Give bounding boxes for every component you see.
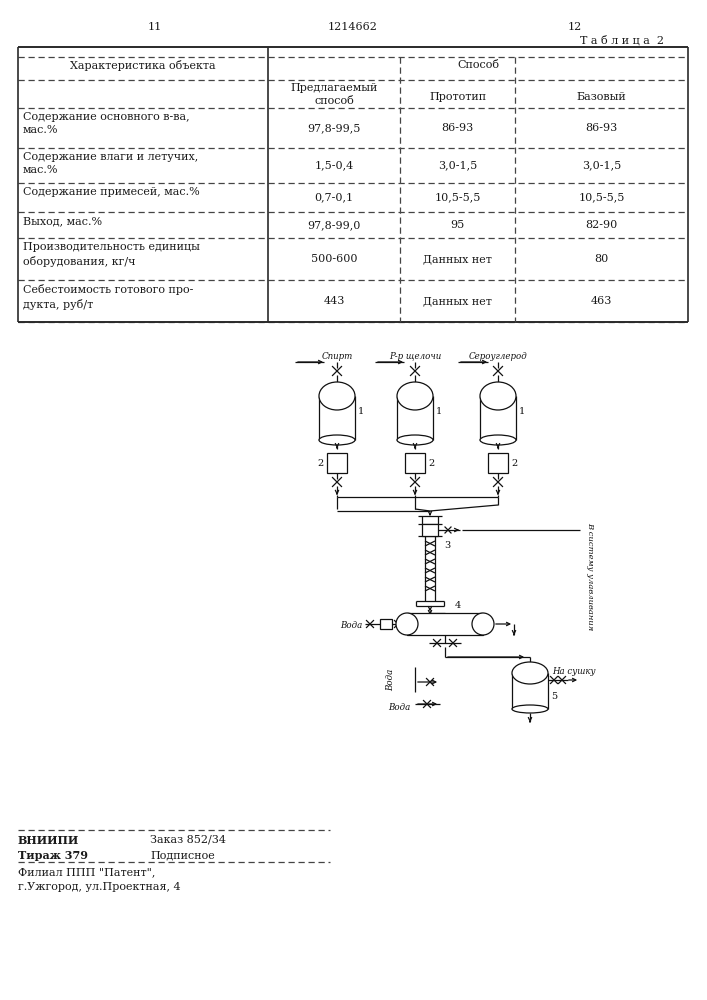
Text: Себестоимость готового про-
дукта, руб/т: Себестоимость готового про- дукта, руб/т — [23, 284, 194, 310]
Text: 95: 95 — [450, 220, 464, 230]
Text: г.Ужгород, ул.Проектная, 4: г.Ужгород, ул.Проектная, 4 — [18, 882, 180, 892]
Text: 10,5-5,5: 10,5-5,5 — [434, 192, 481, 202]
Text: Базовый: Базовый — [577, 92, 626, 102]
Text: 97,8-99,5: 97,8-99,5 — [308, 123, 361, 133]
Text: 2: 2 — [511, 458, 518, 468]
Text: Подписное: Подписное — [150, 850, 215, 860]
Text: 97,8-99,0: 97,8-99,0 — [308, 220, 361, 230]
Text: Данных нет: Данных нет — [423, 296, 492, 306]
Text: 4: 4 — [455, 600, 461, 609]
Text: 1: 1 — [358, 406, 364, 416]
Bar — [405, 453, 425, 473]
Text: 0,7-0,1: 0,7-0,1 — [315, 192, 354, 202]
Text: Сероуглерод: Сероуглерод — [469, 352, 527, 361]
Text: 86-93: 86-93 — [441, 123, 474, 133]
Ellipse shape — [480, 435, 516, 445]
Ellipse shape — [472, 613, 494, 635]
Text: Содержание примесей, мас.%: Содержание примесей, мас.% — [23, 187, 200, 197]
Ellipse shape — [512, 705, 548, 713]
Ellipse shape — [396, 613, 418, 635]
Text: 82-90: 82-90 — [585, 220, 618, 230]
Text: Способ: Способ — [457, 60, 499, 70]
Text: 2: 2 — [428, 458, 434, 468]
Bar — [407, 613, 483, 635]
Text: 500-600: 500-600 — [311, 254, 357, 264]
Text: 1214662: 1214662 — [328, 22, 378, 32]
Text: 463: 463 — [591, 296, 612, 306]
Text: Выход, мас.%: Выход, мас.% — [23, 216, 102, 226]
Ellipse shape — [397, 435, 433, 445]
Ellipse shape — [480, 382, 516, 410]
Text: 2: 2 — [317, 458, 324, 468]
Ellipse shape — [319, 382, 355, 410]
Text: Вода: Вода — [340, 621, 362, 631]
Text: Спирт: Спирт — [322, 352, 353, 361]
Text: 1: 1 — [519, 406, 525, 416]
Text: Заказ 852/34: Заказ 852/34 — [150, 835, 226, 845]
Bar — [488, 453, 508, 473]
Text: Данных нет: Данных нет — [423, 254, 492, 264]
Text: Р-р щелочи: Р-р щелочи — [389, 352, 441, 361]
Text: Содержание влаги и летучих,
мас.%: Содержание влаги и летучих, мас.% — [23, 152, 198, 175]
Ellipse shape — [512, 662, 548, 684]
Text: На сушку: На сушку — [552, 668, 595, 676]
Text: 86-93: 86-93 — [585, 123, 618, 133]
Text: Филиал ППП "Патент",: Филиал ППП "Патент", — [18, 867, 156, 877]
Bar — [422, 524, 438, 536]
Text: Производительность единицы
оборудования, кг/ч: Производительность единицы оборудования,… — [23, 242, 200, 267]
Text: Характеристика объекта: Характеристика объекта — [70, 60, 216, 71]
Text: Содержание основного в-ва,
мас.%: Содержание основного в-ва, мас.% — [23, 112, 189, 135]
Text: 1: 1 — [436, 406, 443, 416]
Bar — [380, 619, 392, 629]
Text: Прототип: Прототип — [429, 92, 486, 102]
Text: 443: 443 — [323, 296, 345, 306]
Text: 11: 11 — [148, 22, 162, 32]
Bar — [327, 453, 347, 473]
Text: 3: 3 — [444, 542, 450, 550]
Text: 80: 80 — [595, 254, 609, 264]
Text: ВНИИПИ: ВНИИПИ — [18, 835, 79, 846]
Text: Т а б л и ц а  2: Т а б л и ц а 2 — [580, 35, 664, 45]
Text: 1,5-0,4: 1,5-0,4 — [315, 160, 354, 170]
Text: Вода: Вода — [386, 669, 395, 691]
Text: 10,5-5,5: 10,5-5,5 — [578, 192, 625, 202]
Text: Предлагаемый
способ: Предлагаемый способ — [291, 83, 378, 106]
Text: 3,0-1,5: 3,0-1,5 — [582, 160, 621, 170]
Text: 12: 12 — [568, 22, 582, 32]
Ellipse shape — [397, 382, 433, 410]
Text: 5: 5 — [551, 692, 557, 701]
Text: Вода: Вода — [387, 702, 410, 712]
Ellipse shape — [319, 435, 355, 445]
Text: Тираж 379: Тираж 379 — [18, 850, 88, 861]
Text: 3,0-1,5: 3,0-1,5 — [438, 160, 477, 170]
Text: В систему улавливания: В систему улавливания — [586, 522, 594, 630]
